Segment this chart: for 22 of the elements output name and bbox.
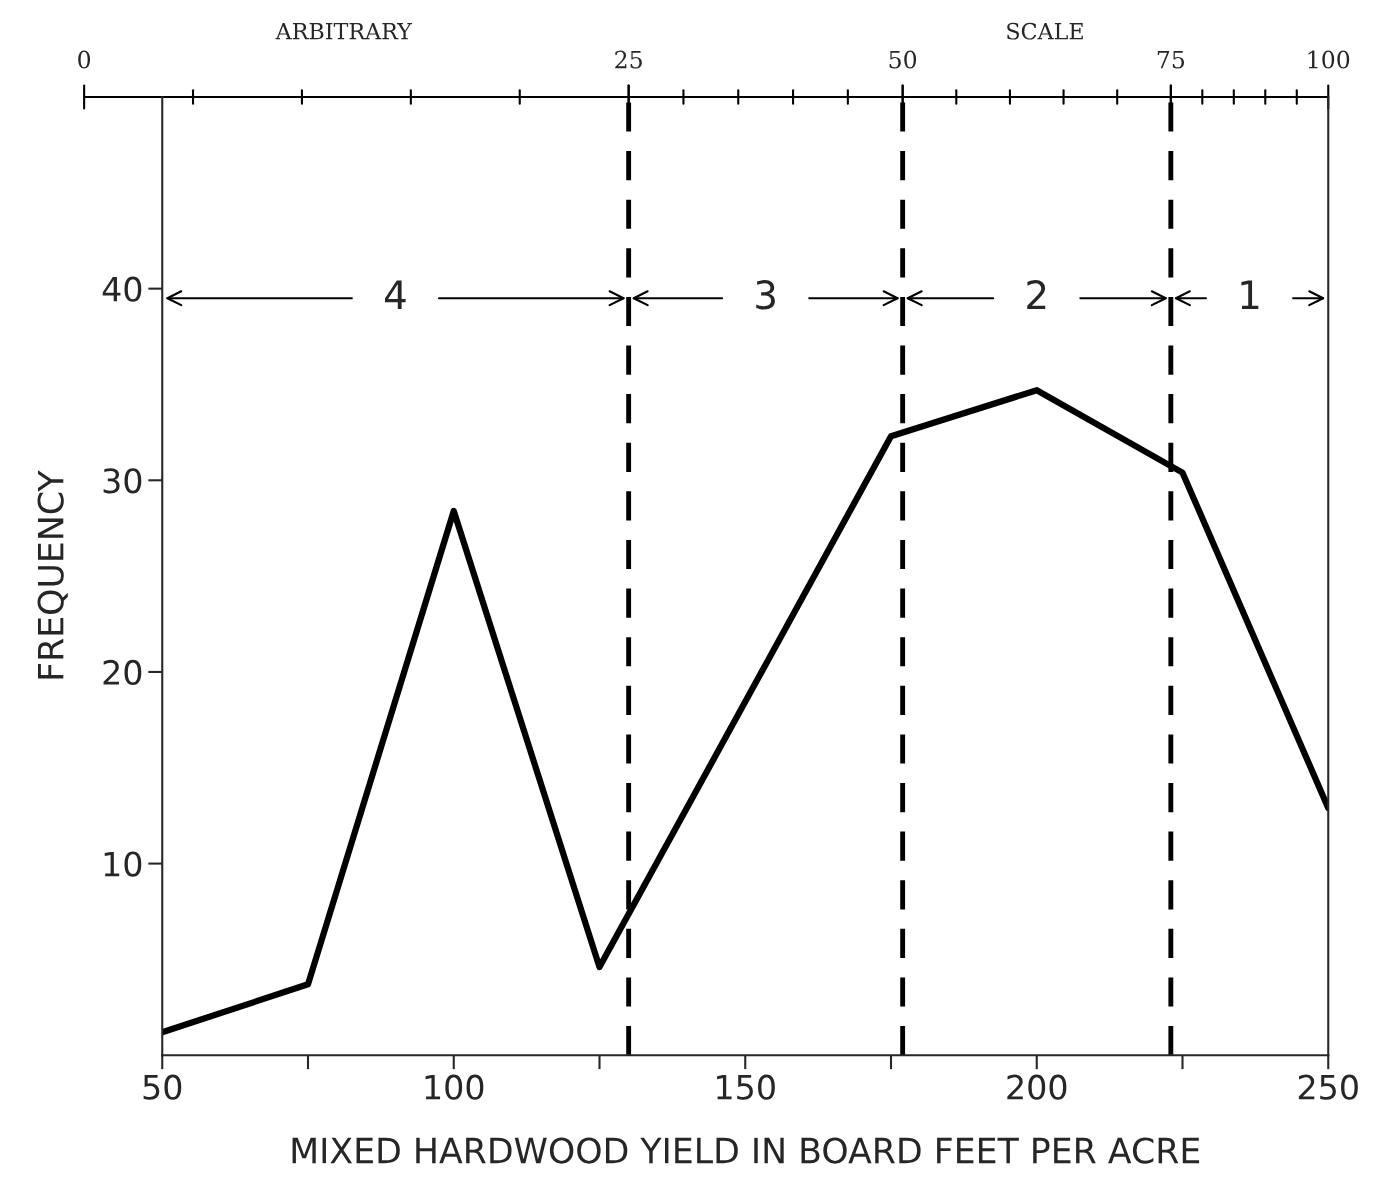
y-tick-label: 20 bbox=[103, 659, 142, 686]
annotation: 3 bbox=[756, 280, 775, 310]
annotation: 2 bbox=[1027, 280, 1046, 309]
y-tick-label: 40 bbox=[102, 276, 142, 302]
y-tick-label: 10 bbox=[104, 851, 142, 877]
text: 75 bbox=[1157, 50, 1185, 69]
text: 100 bbox=[1308, 50, 1350, 69]
y-axis-title: FREQUENCY bbox=[37, 470, 68, 679]
x-tick-label: 250 bbox=[1298, 1074, 1358, 1100]
text: SCALE bbox=[1007, 22, 1083, 40]
x-tick-label: 100 bbox=[425, 1074, 484, 1100]
x-tick-label: 50 bbox=[143, 1074, 182, 1100]
annotation: 4 bbox=[384, 280, 406, 309]
x-tick-label: 200 bbox=[1007, 1074, 1067, 1100]
y-tick-label: 30 bbox=[103, 468, 142, 494]
text: ARBITRARY bbox=[275, 23, 413, 40]
text: 0 bbox=[78, 50, 91, 69]
x-tick-label: 150 bbox=[717, 1074, 775, 1100]
text: 25 bbox=[615, 50, 642, 69]
text: 50 bbox=[889, 50, 917, 69]
x-axis-title: MIXED HARDWOOD YIELD IN BOARD FEET PER ACRE bbox=[292, 1137, 1200, 1164]
annotation: 1 bbox=[1241, 280, 1259, 309]
